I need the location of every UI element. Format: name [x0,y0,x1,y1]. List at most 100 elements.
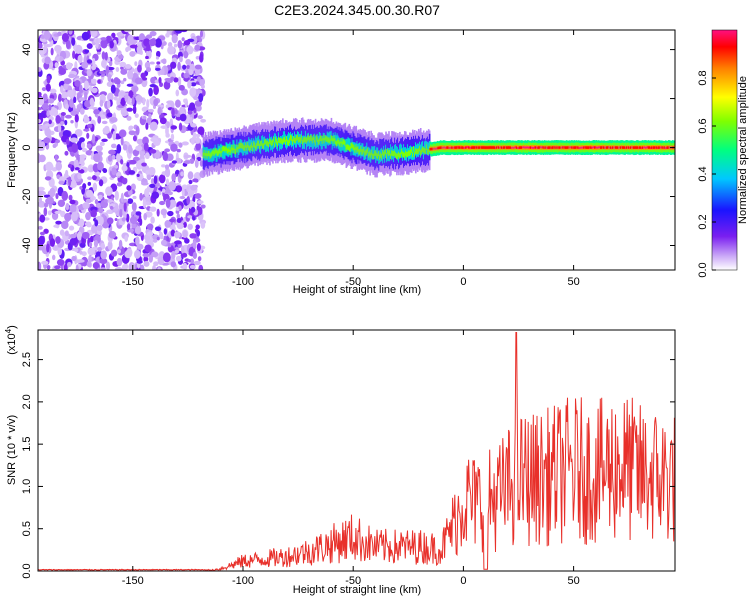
spectrogram-heatmap [38,30,675,270]
heatmap-ridge-cell [265,138,267,145]
heatmap-noise-cell [146,66,152,73]
heatmap-noise-cell [178,84,185,91]
heatmap-noise-cell [120,68,128,75]
heatmap-noise-cell [116,249,121,254]
heatmap-noise-cell [192,240,197,249]
heatmap-noise-cell [80,256,89,267]
heatmap-noise-cell [75,264,79,270]
heatmap-peak-cell [661,146,665,149]
heatmap-ridge-cell [279,137,281,151]
heatmap-peak-cell [493,146,497,149]
heatmap-ridge-cell [303,135,306,150]
heatmap-ridge-cell [411,147,413,153]
heatmap-ridge-cell [391,150,393,156]
heatmap-noise-cell [145,122,149,130]
heatmap-noise-cell [87,181,92,186]
heatmap-ridge-cell [390,153,392,160]
heatmap-peak-cell [500,146,504,149]
heatmap-peak-cell [601,146,604,149]
heatmap-ridge-cell [645,146,647,149]
heatmap-noise-cell [99,141,105,147]
heatmap-noise-cell [76,259,85,263]
heatmap-ridge-cell [220,151,223,157]
heatmap-ridge-cell [252,145,254,152]
heatmap-noise-cell [130,39,138,45]
heatmap-noise-cell [197,256,202,262]
spectrogram-frame [37,29,676,271]
heatmap-ridge-cell [382,149,384,156]
heatmap-noise-cell [165,198,171,208]
heatmap-noise-cell [175,89,180,97]
heatmap-ridge-cell [377,153,379,160]
heatmap-noise-cell [74,248,79,252]
heatmap-noise-cell [101,51,106,60]
heatmap-ridge-cell [423,147,426,154]
heatmap-peak-cell [497,146,501,149]
heatmap-peak-cell [534,146,538,149]
heatmap-ridge-cell [393,150,395,157]
heatmap-noise-cell [111,154,116,160]
heatmap-noise-cell [108,149,116,155]
heatmap-noise-cell [132,105,137,114]
heatmap-noise-cell [99,258,108,265]
heatmap-ridge-cell [229,141,232,156]
heatmap-noise-cell [97,116,102,124]
heatmap-ridge-cell [304,136,307,143]
heatmap-ridge-cell [412,146,415,160]
heatmap-noise-cell [114,190,119,201]
heatmap-noise-cell [97,161,104,171]
heatmap-ridge-cell [272,139,274,146]
heatmap-ridge-cell [235,148,238,155]
heatmap-ridge-cell [522,146,524,149]
snr-ytick-label: 1.5 [21,437,33,452]
heatmap-noise-cell [38,186,45,192]
heatmap-ridge-cell [442,146,445,149]
heatmap-ridge-cell [363,146,365,153]
heatmap-noise-cell [61,220,69,230]
heatmap-ridge-cell [202,152,205,158]
heatmap-ridge-cell [357,146,360,152]
heatmap-noise-cell [190,82,197,87]
heatmap-ridge-cell [514,146,516,149]
heatmap-noise-cell [51,254,56,261]
heatmap-noise-cell [195,142,202,151]
heatmap-ridge-cell [333,135,336,142]
heatmap-noise-cell [58,68,67,76]
heatmap-noise-cell [139,218,143,226]
heatmap-noise-cell [104,51,108,61]
heatmap-ridge-cell [317,139,320,146]
heatmap-noise-cell [171,222,176,231]
heatmap-ridge-cell [369,150,371,157]
heatmap-noise-cell [183,160,192,164]
heatmap-noise-cell [199,30,204,38]
heatmap-noise-cell [135,95,143,103]
heatmap-noise-cell [89,38,94,42]
heatmap-noise-cell [74,80,81,87]
heatmap-ridge-cell [312,135,315,149]
heatmap-noise-cell [195,224,200,230]
heatmap-noise-cell [93,153,101,163]
heatmap-noise-cell [130,183,136,191]
colorbar: 0.0 0.2 0.4 0.6 0.8 Normalized spectral ampl… [697,29,749,278]
heatmap-noise-cell [84,100,92,108]
heatmap-noise-cell [192,251,198,260]
heatmap-peak-cell [447,146,450,149]
heatmap-ridge-cell [315,134,318,148]
spectrogram-ytick-label: -40 [21,238,33,254]
heatmap-ridge-cell [276,138,278,145]
colorbar-ticks: 0.0 0.2 0.4 0.6 0.8 [697,70,716,278]
heatmap-noise-cell [116,143,122,154]
heatmap-ridge-cell [212,148,215,155]
spectrogram-x-label: Height of straight line (km) [293,284,421,296]
heatmap-noise-cell [38,244,45,251]
heatmap-noise-cell [121,165,128,172]
heatmap-ridge-cell [525,146,527,149]
heatmap-noise-cell [187,80,192,89]
heatmap-ridge-cell [348,138,351,152]
heatmap-ridge-cell [358,149,361,155]
heatmap-ridge-cell [309,135,312,141]
heatmap-noise-cell [128,170,136,175]
heatmap-ridge-cell [324,135,327,149]
heatmap-noise-cell [199,160,204,167]
heatmap-noise-cell [83,80,90,91]
